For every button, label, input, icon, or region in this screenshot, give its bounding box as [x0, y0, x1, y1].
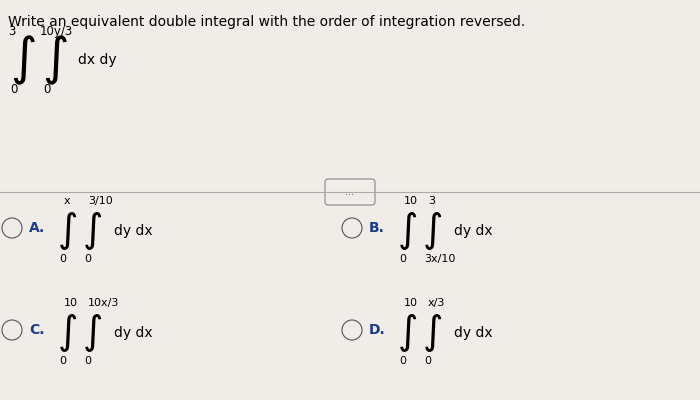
- Text: 0: 0: [59, 356, 66, 366]
- Text: A.: A.: [29, 221, 46, 235]
- Text: $\int$: $\int$: [422, 312, 442, 354]
- Text: $\int$: $\int$: [42, 33, 68, 87]
- Text: 10: 10: [404, 298, 418, 308]
- Text: ...: ...: [346, 187, 354, 197]
- Text: dy dx: dy dx: [114, 224, 153, 238]
- FancyBboxPatch shape: [325, 179, 375, 205]
- Text: 0: 0: [399, 356, 406, 366]
- Text: 3: 3: [8, 25, 15, 38]
- Text: $\int$: $\int$: [422, 210, 442, 252]
- Text: $\int$: $\int$: [57, 312, 77, 354]
- Text: D.: D.: [369, 323, 386, 337]
- Text: dy dx: dy dx: [454, 326, 493, 340]
- Text: 0: 0: [59, 254, 66, 264]
- Text: 0: 0: [399, 254, 406, 264]
- Text: 3: 3: [428, 196, 435, 206]
- Text: 0: 0: [84, 254, 91, 264]
- Text: 10: 10: [64, 298, 78, 308]
- Text: B.: B.: [369, 221, 385, 235]
- Text: 10: 10: [404, 196, 418, 206]
- Text: 10y/3: 10y/3: [40, 25, 74, 38]
- Text: $\int$: $\int$: [397, 312, 417, 354]
- Text: $\int$: $\int$: [397, 210, 417, 252]
- Text: 0: 0: [10, 83, 18, 96]
- Text: Write an equivalent double integral with the order of integration reversed.: Write an equivalent double integral with…: [8, 15, 525, 29]
- Text: $\int$: $\int$: [57, 210, 77, 252]
- Text: $\int$: $\int$: [10, 33, 36, 87]
- Text: dy dx: dy dx: [114, 326, 153, 340]
- Text: 3/10: 3/10: [88, 196, 113, 206]
- Text: C.: C.: [29, 323, 45, 337]
- Text: $\int$: $\int$: [82, 312, 102, 354]
- Text: x: x: [64, 196, 71, 206]
- Text: 10x/3: 10x/3: [88, 298, 120, 308]
- Text: dy dx: dy dx: [454, 224, 493, 238]
- Text: dx dy: dx dy: [78, 53, 117, 67]
- Text: x/3: x/3: [428, 298, 445, 308]
- Text: 0: 0: [424, 356, 431, 366]
- Text: $\int$: $\int$: [82, 210, 102, 252]
- Text: 0: 0: [84, 356, 91, 366]
- Text: 3x/10: 3x/10: [424, 254, 456, 264]
- Text: 0: 0: [43, 83, 50, 96]
